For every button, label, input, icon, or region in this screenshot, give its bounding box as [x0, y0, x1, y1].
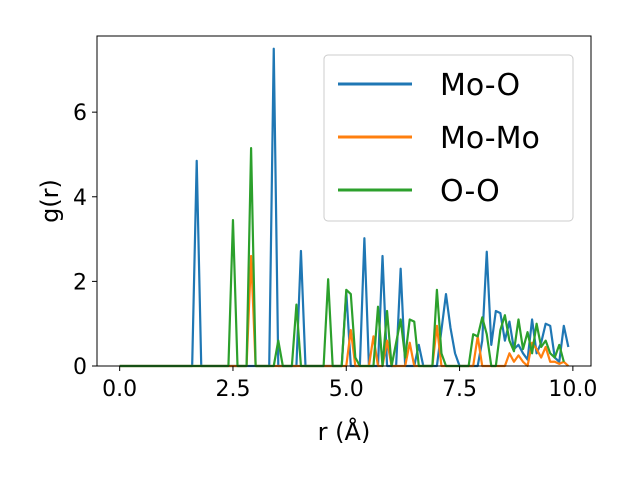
y-tick-label: 0	[73, 355, 87, 380]
y-axis: 0 2 4 6	[73, 101, 97, 380]
x-tick-label: 5.0	[329, 377, 364, 402]
x-axis: 0.0 2.5 5.0 7.5 10.0	[102, 366, 597, 402]
x-tick-label: 10.0	[548, 377, 597, 402]
x-axis-label: r (Å)	[318, 417, 371, 446]
y-tick-label: 2	[73, 270, 87, 295]
legend: Mo-O Mo-Mo O-O	[323, 54, 574, 222]
y-tick-label: 4	[73, 186, 87, 211]
legend-box	[323, 54, 574, 222]
legend-label-mo-mo: Mo-Mo	[440, 121, 540, 156]
x-tick-label: 0.0	[102, 377, 137, 402]
plot-frame	[96, 35, 592, 367]
y-axis-label: g(r)	[36, 179, 64, 223]
x-tick-label: 7.5	[442, 377, 477, 402]
x-tick-label: 2.5	[215, 377, 250, 402]
legend-label-o-o: O-O	[440, 174, 500, 209]
y-tick-label: 6	[73, 101, 87, 126]
legend-label-mo-o: Mo-O	[440, 68, 520, 103]
